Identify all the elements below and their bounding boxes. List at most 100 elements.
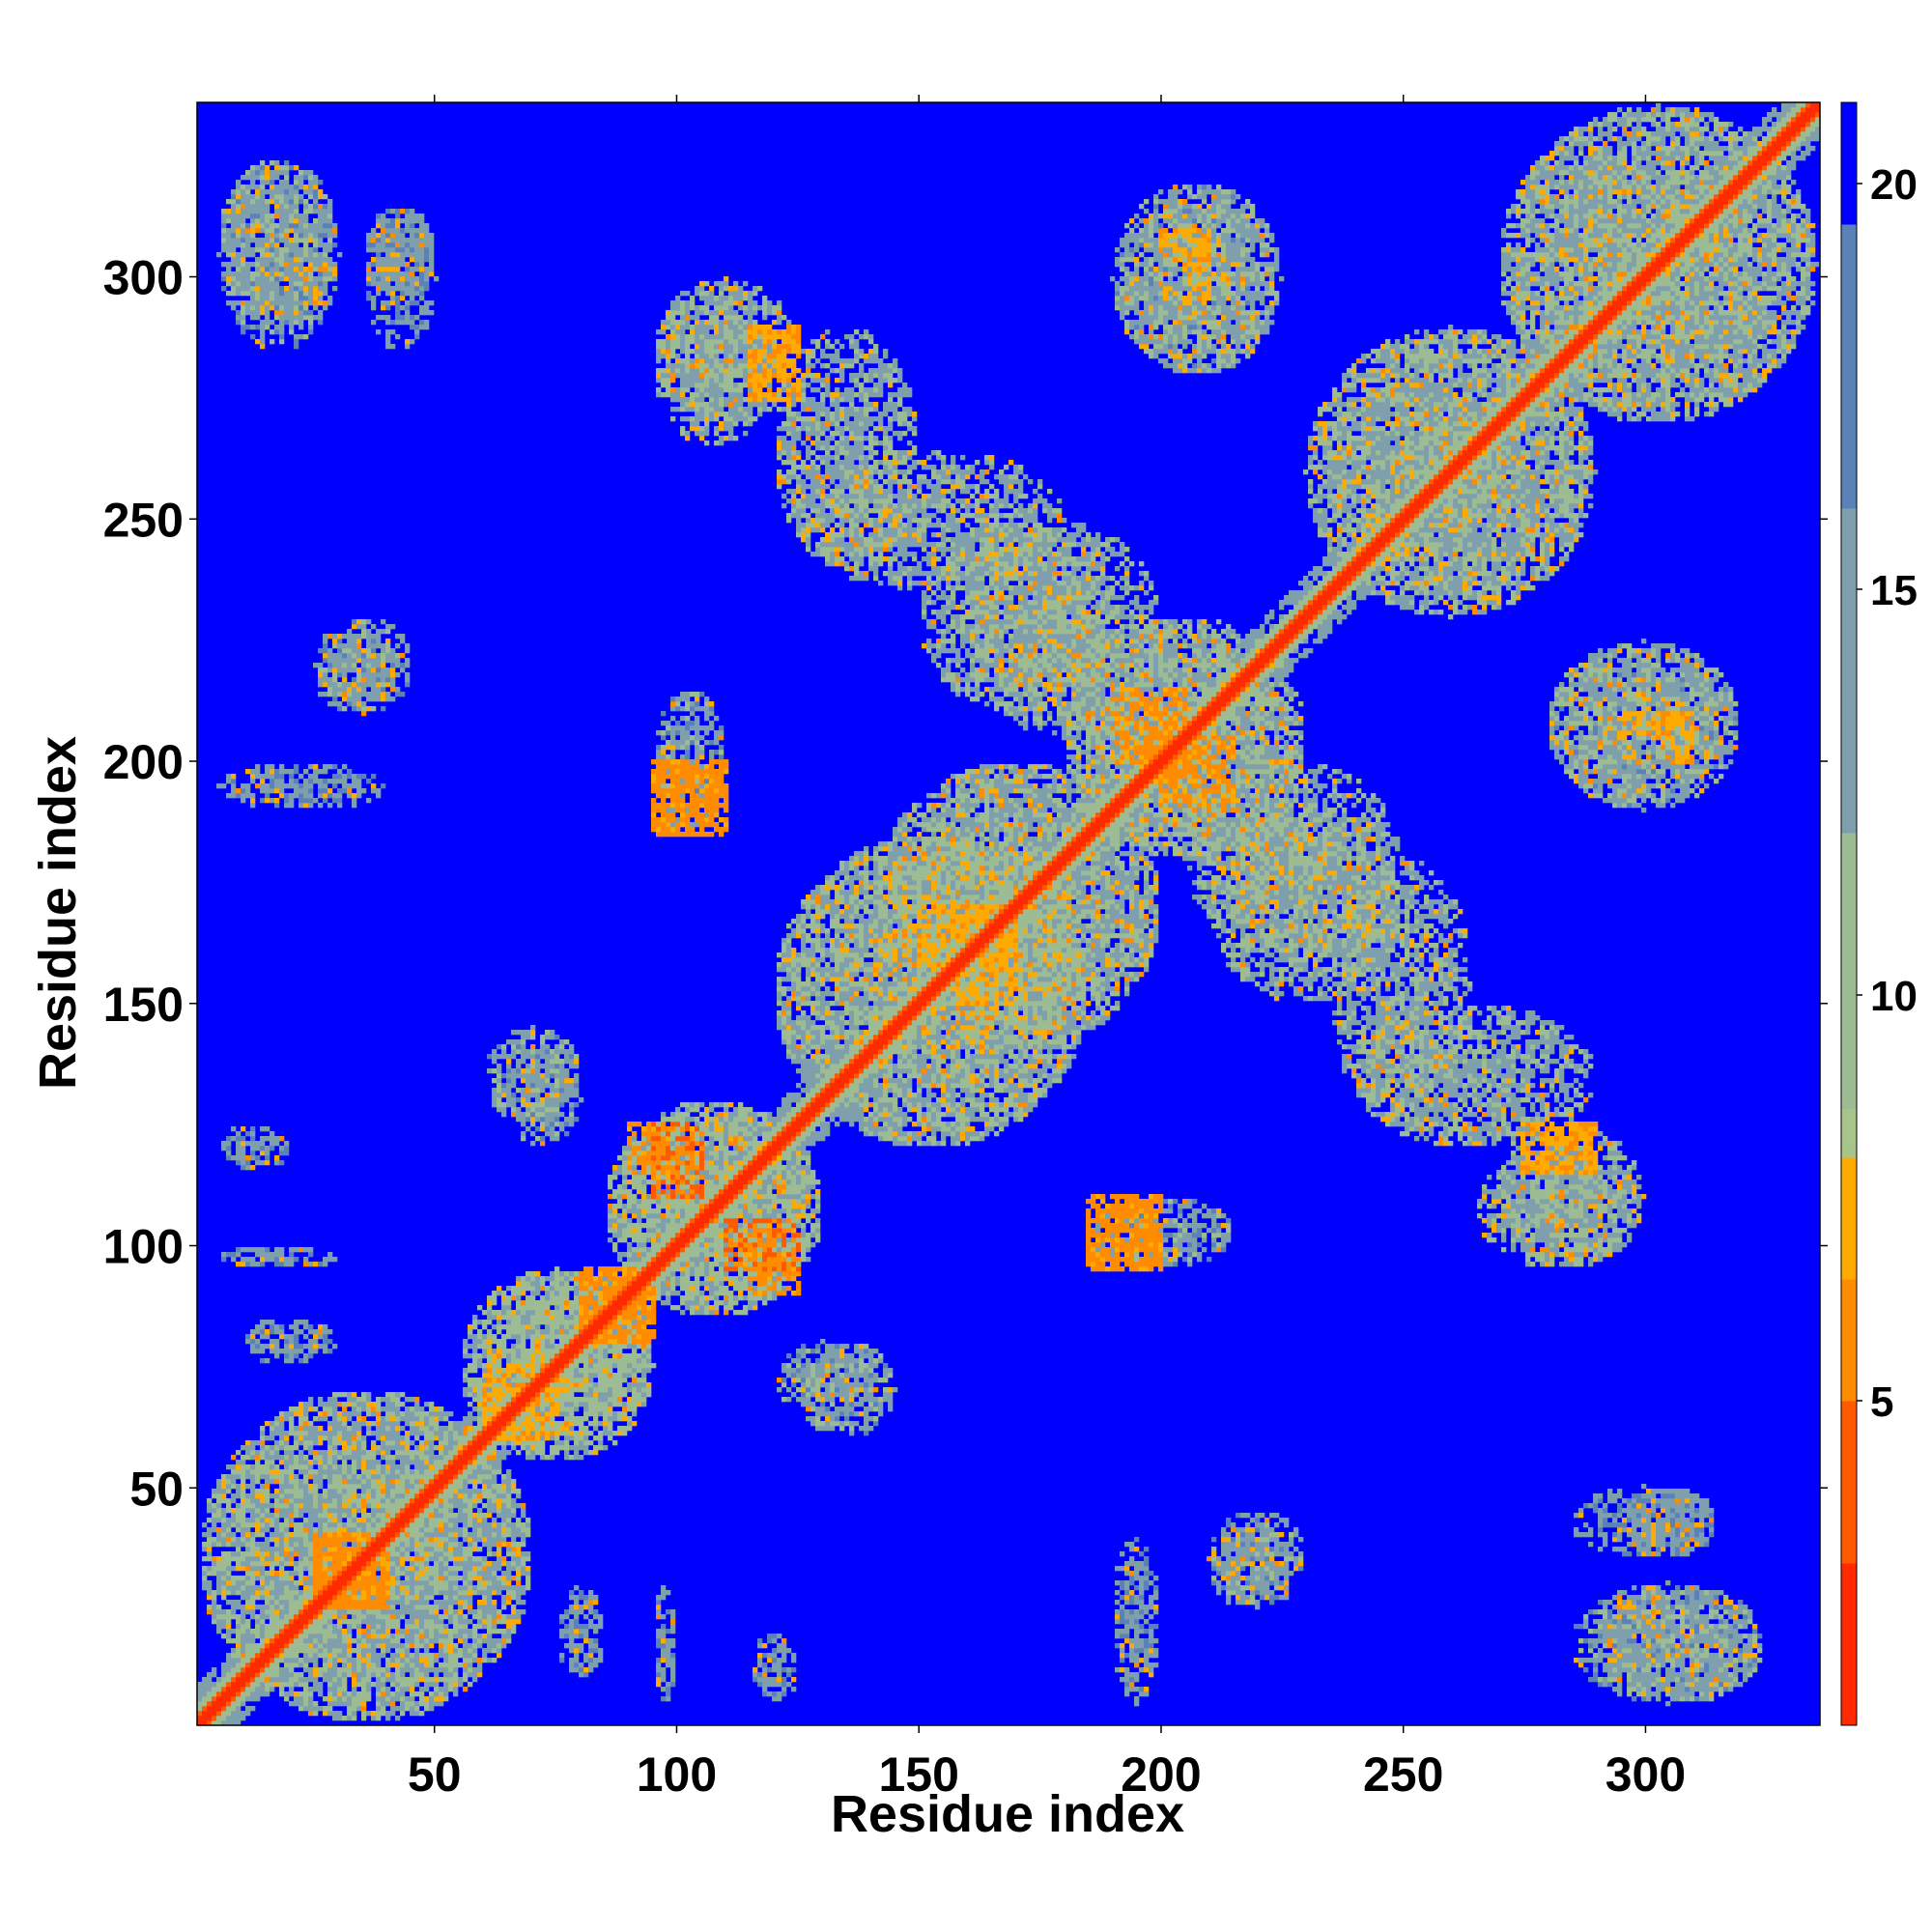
heatmap-cell bbox=[270, 1329, 275, 1335]
heatmap-cell bbox=[1690, 1513, 1710, 1519]
heatmap-cell bbox=[323, 1406, 333, 1412]
heatmap-cell bbox=[318, 1402, 338, 1407]
heatmap-cell bbox=[497, 1551, 502, 1557]
heatmap-cell bbox=[279, 1513, 290, 1519]
heatmap-cell bbox=[1593, 1493, 1604, 1499]
heatmap-cell bbox=[661, 1266, 667, 1272]
heatmap-cell bbox=[1665, 1643, 1676, 1649]
heatmap-cell bbox=[1670, 1691, 1695, 1697]
heatmap-cell bbox=[579, 1590, 584, 1596]
heatmap-cell bbox=[241, 1247, 266, 1253]
heatmap-cell bbox=[632, 1421, 638, 1427]
heatmap-cell bbox=[810, 1387, 821, 1393]
heatmap-cell bbox=[439, 1566, 449, 1572]
heatmap-cell bbox=[695, 1305, 700, 1311]
heatmap-cell bbox=[313, 1619, 328, 1625]
heatmap-cell bbox=[1134, 1585, 1140, 1591]
heatmap-cell bbox=[1255, 1566, 1261, 1572]
heatmap-cell bbox=[492, 1310, 502, 1316]
heatmap-cell bbox=[1149, 1634, 1154, 1639]
heatmap-cell bbox=[332, 1677, 338, 1683]
heatmap-cell bbox=[608, 1426, 613, 1432]
heatmap-cell bbox=[854, 1349, 865, 1354]
heatmap-cell bbox=[458, 1590, 469, 1596]
heatmap-cell bbox=[303, 1247, 314, 1253]
heatmap-cell bbox=[1598, 1624, 1604, 1630]
heatmap-cell bbox=[574, 1339, 589, 1345]
heatmap-cell bbox=[608, 1276, 633, 1282]
heatmap-cell bbox=[419, 1455, 430, 1461]
heatmap-cell bbox=[361, 1638, 367, 1644]
heatmap-cell bbox=[458, 1532, 464, 1538]
heatmap-cell bbox=[608, 1397, 618, 1403]
heatmap-cell bbox=[279, 1324, 285, 1330]
heatmap-cell bbox=[1115, 1566, 1125, 1572]
heatmap-cell bbox=[728, 1228, 734, 1234]
heatmap-cell bbox=[550, 1271, 555, 1277]
heatmap-cell bbox=[434, 1464, 444, 1470]
heatmap-cell bbox=[714, 1276, 724, 1282]
heatmap-cell bbox=[1274, 1571, 1294, 1577]
heatmap-cell bbox=[497, 1353, 502, 1359]
heatmap-cell bbox=[1685, 1609, 1690, 1615]
heatmap-cell bbox=[1255, 1605, 1261, 1610]
heatmap-cell bbox=[1685, 1614, 1695, 1620]
heatmap-cell bbox=[381, 1634, 386, 1639]
heatmap-cell bbox=[245, 1518, 256, 1523]
heatmap-cell bbox=[332, 1411, 338, 1417]
heatmap-cell bbox=[1641, 1643, 1647, 1649]
heatmap-cell bbox=[1699, 1614, 1710, 1620]
heatmap-cell bbox=[356, 1658, 362, 1663]
heatmap-cell bbox=[593, 1353, 604, 1359]
heatmap-cell bbox=[487, 1378, 493, 1383]
heatmap-cell bbox=[1680, 1677, 1686, 1683]
heatmap-cell bbox=[434, 1508, 440, 1514]
heatmap-cell bbox=[231, 1498, 237, 1504]
heatmap-cell bbox=[540, 1368, 546, 1374]
heatmap-cell bbox=[690, 1257, 705, 1263]
heatmap-cell bbox=[574, 1353, 580, 1359]
heatmap-cell bbox=[864, 1368, 869, 1374]
heatmap-cell bbox=[506, 1614, 522, 1620]
heatmap-cell bbox=[231, 1609, 237, 1615]
heatmap-cell bbox=[1622, 1619, 1633, 1625]
heatmap-cell bbox=[381, 1648, 386, 1654]
heatmap-cell bbox=[294, 1551, 299, 1557]
heatmap-cell bbox=[361, 1503, 367, 1509]
heatmap-cell bbox=[497, 1614, 502, 1620]
heatmap-cell bbox=[1221, 1242, 1227, 1248]
heatmap-cell bbox=[1651, 1527, 1657, 1533]
heatmap-cell bbox=[463, 1556, 469, 1562]
heatmap-cell bbox=[434, 1653, 440, 1659]
heatmap-cell bbox=[1144, 1580, 1150, 1586]
heatmap-cell bbox=[516, 1435, 522, 1441]
heatmap-cell bbox=[265, 1600, 270, 1605]
heatmap-cell bbox=[414, 1397, 420, 1403]
heatmap-cell bbox=[612, 1233, 623, 1238]
heatmap-cell bbox=[212, 1696, 217, 1702]
heatmap-cell bbox=[434, 1474, 440, 1480]
heatmap-cell bbox=[434, 1435, 440, 1441]
heatmap-cell bbox=[400, 1590, 406, 1596]
heatmap-cell bbox=[1694, 1595, 1700, 1601]
heatmap-cell bbox=[371, 1440, 377, 1446]
heatmap-cell bbox=[1738, 1624, 1744, 1630]
heatmap-cell bbox=[255, 1551, 261, 1557]
heatmap-cell bbox=[1603, 1662, 1623, 1668]
heatmap-cell bbox=[414, 1551, 420, 1557]
heatmap-cell bbox=[1675, 1532, 1681, 1538]
heatmap-cell bbox=[1598, 1252, 1604, 1258]
heatmap-cell bbox=[255, 1658, 270, 1663]
heatmap-cell bbox=[1578, 1648, 1584, 1654]
heatmap-cell bbox=[1211, 1547, 1217, 1552]
heatmap-cell bbox=[786, 1397, 792, 1403]
heatmap-cell bbox=[294, 1435, 299, 1441]
heatmap-cell bbox=[501, 1503, 507, 1509]
heatmap-cell bbox=[390, 1696, 401, 1702]
heatmap-cell bbox=[342, 1691, 348, 1697]
heatmap-cell bbox=[598, 1378, 628, 1383]
heatmap-cell bbox=[497, 1556, 502, 1562]
heatmap-cell bbox=[1675, 1551, 1681, 1557]
heatmap-cell bbox=[1139, 1595, 1145, 1601]
heatmap-cell bbox=[540, 1329, 551, 1335]
